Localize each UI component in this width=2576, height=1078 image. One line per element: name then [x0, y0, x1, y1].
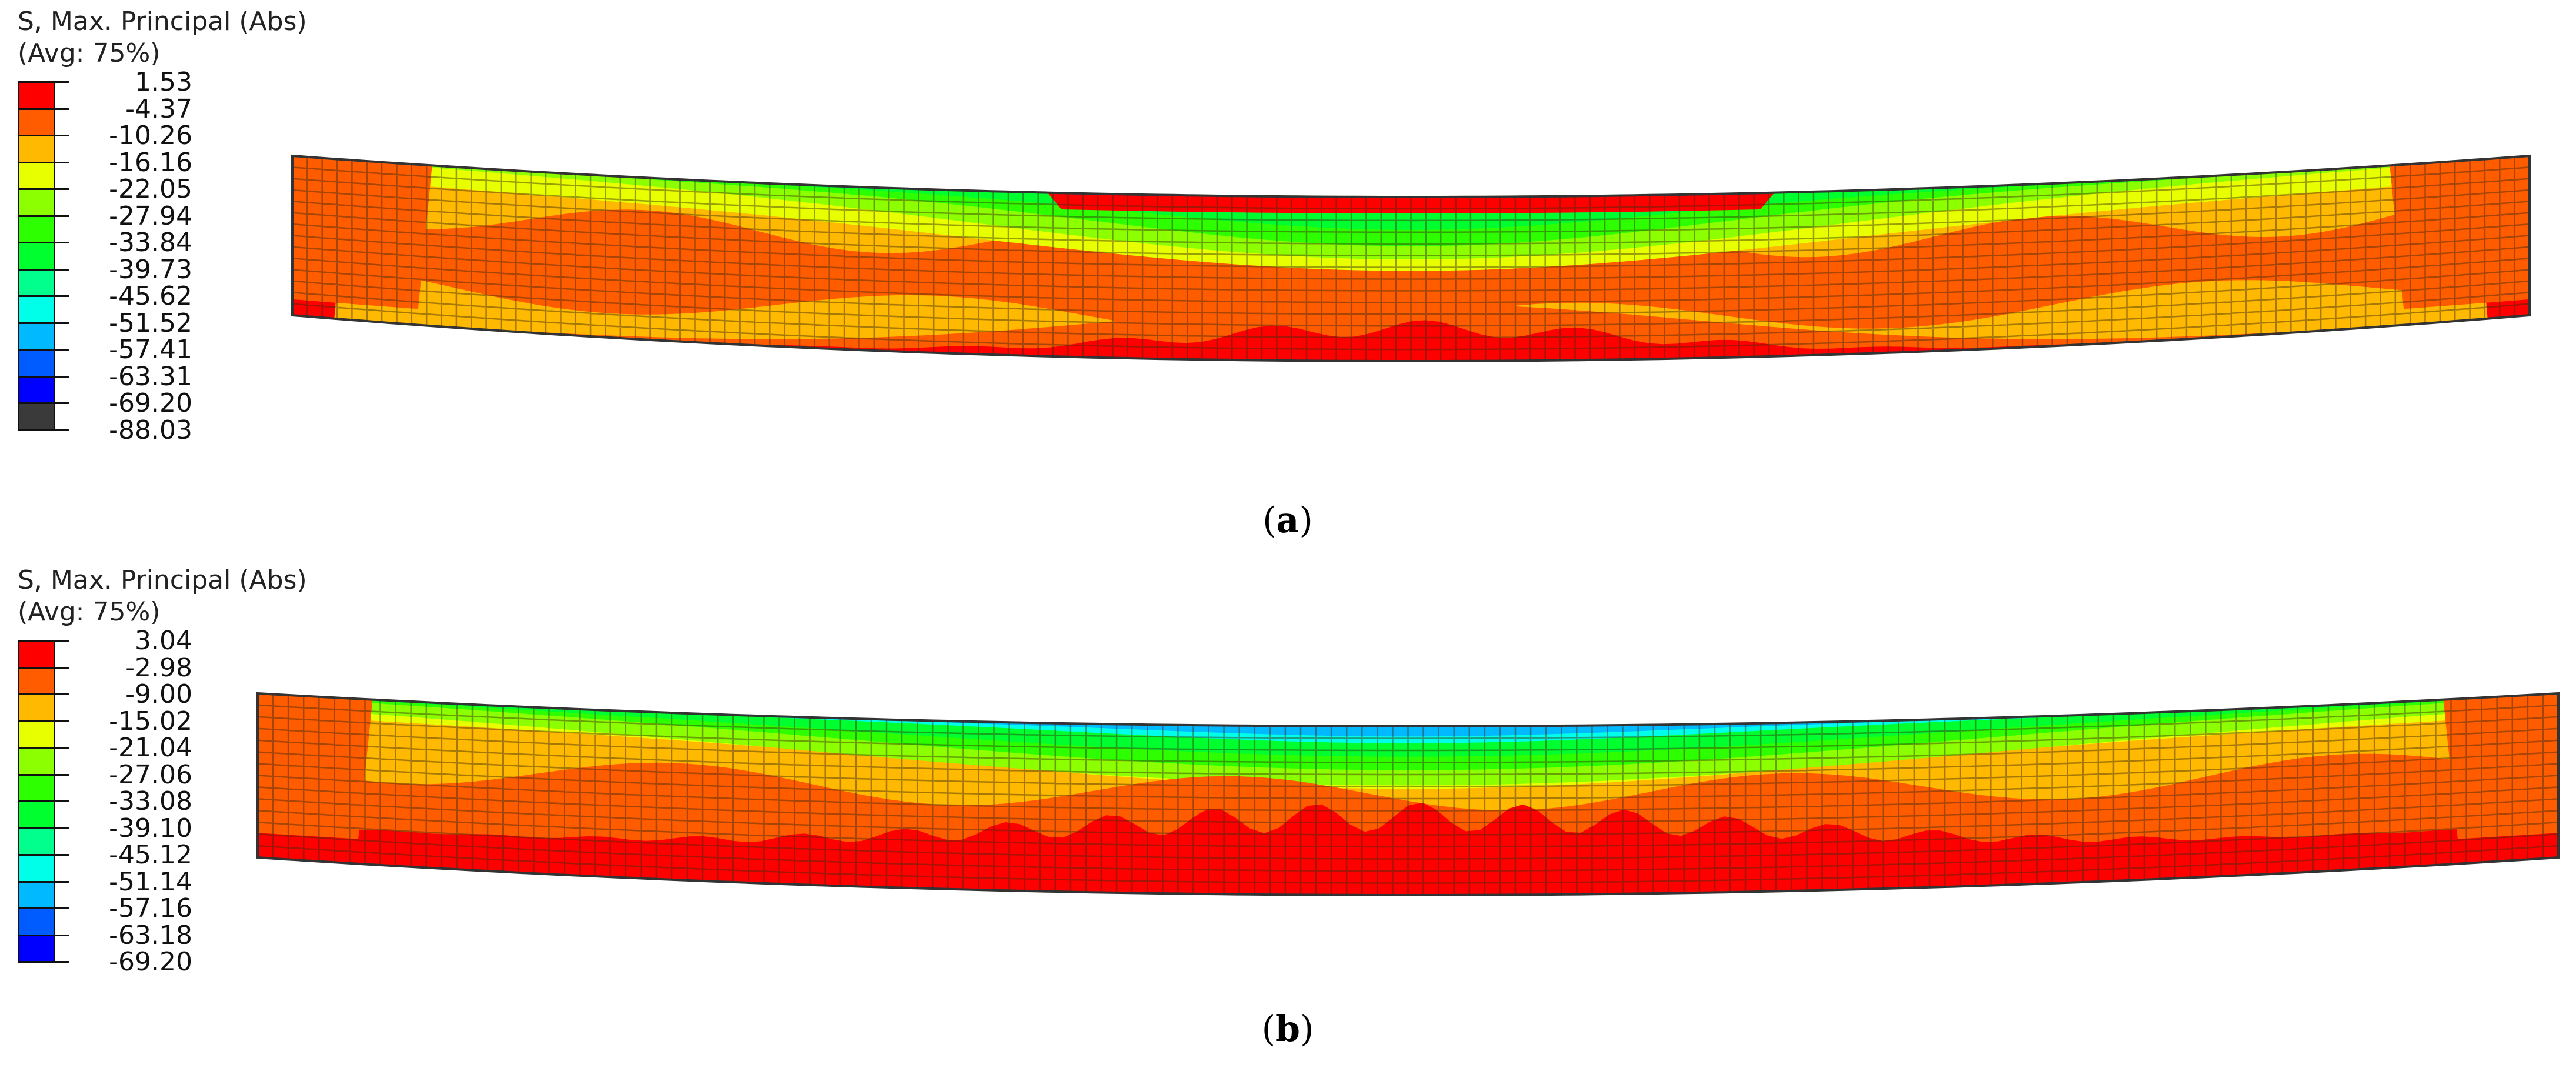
legend-value: -15.02: [109, 706, 192, 736]
caption-paren: ): [1299, 1009, 1314, 1050]
legend-value: -69.20: [109, 947, 192, 977]
legend-tick: [55, 880, 69, 883]
legend-value: 1.53: [135, 67, 192, 97]
legend-tick: [55, 188, 69, 190]
legend-tick: [55, 640, 69, 642]
contour-band: [258, 693, 2558, 737]
legend-value: -63.31: [109, 361, 192, 392]
contour-band: [292, 156, 2530, 230]
beam-outline: [256, 692, 2560, 896]
caption-paren: (: [1262, 500, 1277, 541]
legend-value: -39.10: [109, 813, 192, 843]
legend-value: -27.94: [109, 201, 192, 231]
legend-panel-a: S, Max. Principal (Abs) (Avg: 75%) 1.53-…: [18, 6, 307, 443]
legend-value: -57.41: [109, 335, 192, 365]
legend-swatch: [18, 402, 55, 431]
legend-tick: [55, 81, 69, 83]
legend-value: -22.05: [109, 174, 192, 204]
legend-tick: [55, 800, 69, 802]
legend-value: -69.20: [109, 388, 192, 418]
legend-value: -4.37: [125, 94, 192, 124]
legend-value: -57.16: [109, 893, 192, 923]
legend-panel-b: S, Max. Principal (Abs) (Avg: 75%) 3.04-…: [18, 565, 307, 975]
legend-value: -45.12: [109, 840, 192, 870]
legend-tick: [55, 349, 69, 351]
contour-band: [258, 802, 2558, 895]
color-scale: 1.53 -4.37 -10.26 -16.16 -22.05 -27.94 -33.84-…: [18, 69, 307, 443]
legend-tick: [55, 854, 69, 856]
legend-tick: [55, 242, 69, 243]
caption-letter: b: [1275, 1009, 1300, 1050]
legend-value: 3.04: [135, 626, 192, 656]
legend-swatch: [18, 268, 55, 297]
legend-title: S, Max. Principal (Abs): [18, 6, 307, 36]
legend-swatch: [18, 108, 55, 136]
legend-value: -51.14: [109, 866, 192, 897]
legend-tick: [55, 161, 69, 163]
legend-tick: [55, 747, 69, 749]
legend-swatch: [18, 349, 55, 378]
legend-swatch: [18, 934, 55, 963]
legend-value: -45.62: [109, 281, 192, 311]
legend-tick: [55, 961, 69, 963]
legend-tick: [55, 934, 69, 936]
legend-value: -16.16: [109, 147, 192, 178]
legend-tick: [55, 429, 69, 431]
legend-title: S, Max. Principal (Abs): [18, 565, 307, 595]
legend-value: -33.08: [109, 786, 192, 816]
legend-tick: [55, 215, 69, 217]
legend-tick: [55, 907, 69, 909]
contour-band: [258, 693, 2558, 757]
legend-value: -27.06: [109, 759, 192, 790]
legend-subtitle: (Avg: 75%): [18, 597, 161, 627]
caption-paren: ): [1299, 500, 1313, 541]
legend-tick: [55, 268, 69, 271]
legend-value: -88.03: [109, 415, 192, 445]
legend-tick: [55, 135, 69, 136]
caption-b: (b): [1262, 1009, 1314, 1050]
legend-swatch: [18, 188, 55, 217]
caption-paren: (: [1261, 1009, 1276, 1050]
legend-value: -9.00: [125, 679, 192, 709]
legend-value: -63.18: [109, 920, 192, 950]
legend-tick: [55, 402, 69, 404]
legend-tick: [55, 295, 69, 297]
legend-tick: [55, 666, 69, 669]
legend-value: -10.26: [109, 121, 192, 151]
legend-value: -51.52: [109, 308, 192, 338]
legend-swatch: [18, 747, 55, 776]
legend-tick: [55, 693, 69, 695]
legend-value: -39.73: [109, 254, 192, 285]
legend-tick: [55, 720, 69, 722]
contour-band: [292, 156, 2530, 213]
beam-contour-a: [291, 154, 2531, 362]
legend-value: -2.98: [125, 652, 192, 683]
legend-swatch: [18, 880, 55, 909]
legend-swatch: [18, 854, 55, 883]
legend-swatch: [18, 215, 55, 243]
beam-contour-b: [256, 692, 2560, 896]
legend-subtitle: (Avg: 75%): [18, 38, 161, 68]
legend-tick: [55, 108, 69, 110]
legend-tick: [55, 375, 69, 378]
legend-value: -33.84: [109, 228, 192, 258]
legend-swatch: [18, 827, 55, 856]
legend-swatch: [18, 135, 55, 163]
color-scale: 3.04 -2.98 -9.00 -15.02 -21.04 -27.06 -33.08 -3…: [18, 628, 307, 975]
legend-tick: [55, 773, 69, 776]
caption-a: (a): [1262, 500, 1313, 541]
legend-tick: [55, 322, 69, 324]
beam-outline: [291, 154, 2531, 362]
legend-tick: [55, 827, 69, 829]
caption-letter: a: [1276, 500, 1299, 541]
legend-value: -21.04: [109, 733, 192, 763]
legend-swatch: [18, 322, 55, 351]
